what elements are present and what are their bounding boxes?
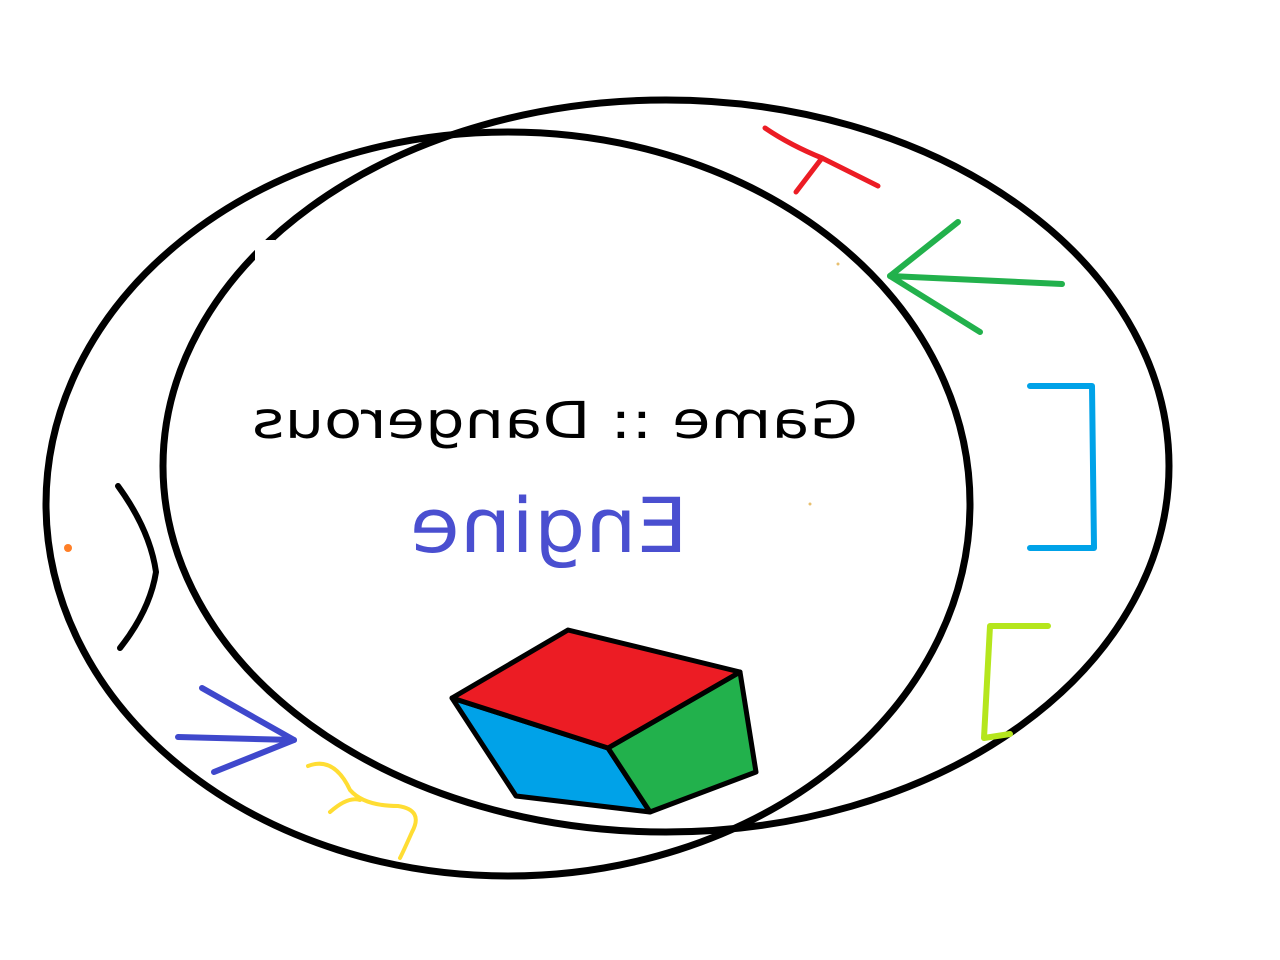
red-stroke-icon xyxy=(762,125,881,195)
logo-subtitle: Engine xyxy=(410,481,688,570)
logo-title: Game :: Dangerous xyxy=(252,392,858,451)
black-curve-icon xyxy=(115,483,160,651)
cube-icon xyxy=(449,627,759,815)
cyan-bracket-icon xyxy=(1027,383,1097,551)
orange-dot-icon xyxy=(64,544,72,552)
outer-ellipse xyxy=(159,96,1173,836)
yellow-squiggle-icon xyxy=(306,761,418,860)
blue-arrow-icon xyxy=(175,685,297,775)
left-ellipse xyxy=(42,128,974,880)
stray-dot xyxy=(836,262,840,266)
gap-mark xyxy=(255,240,275,268)
stray-dot xyxy=(808,502,812,506)
green-arrow-icon xyxy=(887,219,1065,335)
lime-bracket-icon xyxy=(981,623,1051,741)
cube-top-face xyxy=(449,627,743,751)
